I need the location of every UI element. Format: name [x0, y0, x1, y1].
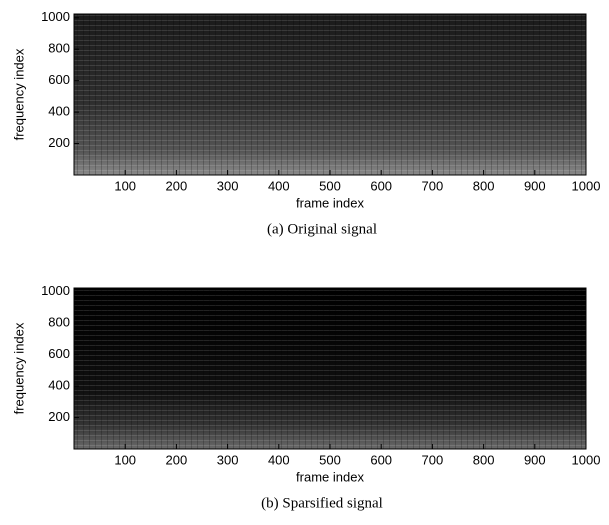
y-tick-label: 1000 [41, 9, 70, 24]
x-tick-label: 200 [166, 178, 188, 193]
x-tick-label: 600 [370, 178, 392, 193]
x-axis-label: frame index [296, 469, 364, 484]
x-tick-label: 400 [268, 178, 290, 193]
x-tick-label: 100 [114, 178, 136, 193]
y-axis-label: frequency index [11, 48, 26, 140]
y-tick-label: 600 [48, 72, 70, 87]
caption: (a) Original signal [267, 221, 377, 237]
caption: (b) Sparsified signal [261, 495, 383, 511]
y-axis-label: frequency index [11, 322, 26, 414]
y-tick-label: 600 [48, 346, 70, 361]
x-tick-label: 800 [473, 452, 495, 467]
x-axis-label: frame index [296, 195, 364, 210]
x-tick-label: 200 [166, 452, 188, 467]
spectrogram-texture [74, 288, 586, 449]
x-tick-label: 500 [319, 178, 341, 193]
x-tick-label: 300 [217, 178, 239, 193]
x-tick-label: 900 [524, 452, 546, 467]
y-tick-label: 800 [48, 41, 70, 56]
y-tick-label: 1000 [41, 283, 70, 298]
x-tick-label: 800 [473, 178, 495, 193]
y-tick-label: 400 [48, 378, 70, 393]
x-tick-label: 700 [422, 178, 444, 193]
spectrogram-texture [74, 14, 586, 175]
x-tick-label: 700 [422, 452, 444, 467]
x-tick-label: 100 [114, 452, 136, 467]
x-tick-label: 400 [268, 452, 290, 467]
y-tick-label: 200 [48, 409, 70, 424]
y-tick-label: 800 [48, 315, 70, 330]
y-tick-label: 200 [48, 135, 70, 150]
x-tick-label: 300 [217, 452, 239, 467]
y-tick-label: 400 [48, 104, 70, 119]
x-tick-label: 600 [370, 452, 392, 467]
x-tick-label: 1000 [572, 178, 601, 193]
x-tick-label: 500 [319, 452, 341, 467]
x-tick-label: 1000 [572, 452, 601, 467]
x-tick-label: 900 [524, 178, 546, 193]
